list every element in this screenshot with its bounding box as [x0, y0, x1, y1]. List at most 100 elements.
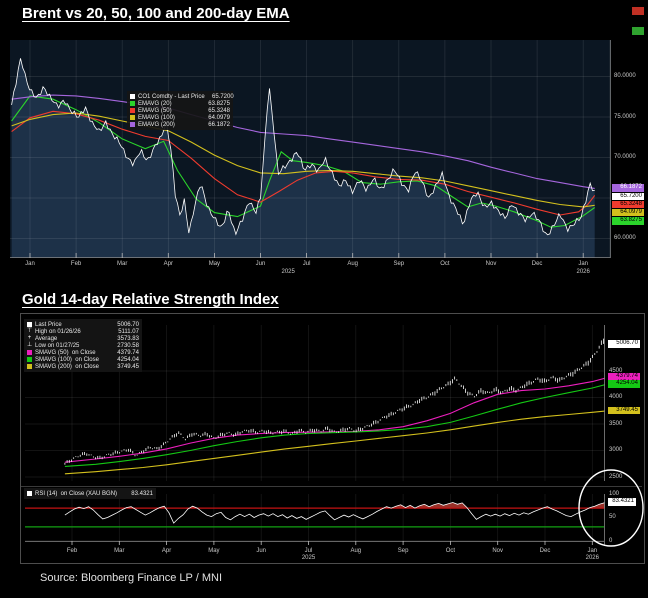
series-swatch-icon	[130, 122, 135, 127]
legend-row[interactable]: SMAVG (100) on Close 4254.04	[27, 356, 139, 363]
y-tick-label: 4000	[609, 394, 623, 400]
x-tick-label: Jan	[587, 548, 598, 554]
legend-label: EMAVG (50)	[138, 107, 172, 114]
price-label-box: 3749.45	[608, 406, 640, 415]
avg-marker-icon: +	[27, 335, 32, 341]
series-swatch-icon	[27, 364, 32, 369]
legend-value: 65.7200	[211, 93, 234, 100]
rsi-legend: RSI (14) on Close (XAU BGN) 83.4321	[24, 488, 156, 499]
legend-label: SMAVG (200) on Close	[35, 363, 99, 370]
x-year-label: 2026	[576, 269, 590, 275]
legend-value: 83.4321	[131, 490, 153, 497]
y-tick-label: 4500	[609, 367, 623, 374]
rsi-highlight-ellipse	[578, 469, 644, 547]
legend-row[interactable]: SMAVG (50) on Close 4379.74	[27, 349, 139, 356]
x-year-label: 2025	[281, 269, 295, 275]
gold-legend: Last Price 5006.70 ⊤ High on 01/26/26 5111.0…	[24, 319, 142, 372]
legend-label: SMAVG (100) on Close	[35, 356, 99, 363]
legend-value: 2730.58	[117, 342, 139, 349]
legend-row[interactable]: + Average 3573.83	[27, 335, 139, 342]
legend-value: 63.8275	[208, 100, 230, 107]
legend-label: Last Price	[35, 321, 62, 328]
legend-value: 3749.45	[117, 363, 139, 370]
x-tick-label: Jul	[302, 261, 311, 267]
series-swatch-icon	[27, 350, 32, 355]
x-tick-label: Jan	[25, 261, 35, 267]
brent-legend: CO1 Comdty - Last Price 65.7200 EMAVG (20)…	[127, 91, 234, 130]
gold-rsi-plot[interactable]	[25, 494, 605, 546]
legend-row[interactable]: SMAVG (200) on Close 3749.45	[27, 363, 139, 370]
x-tick-label: Jul	[304, 548, 313, 554]
high-marker-icon: ⊤	[27, 328, 33, 334]
legend-row[interactable]: Last Price 5006.70	[27, 321, 139, 328]
legend-label: EMAVG (100)	[138, 114, 175, 121]
x-tick-label: May	[208, 548, 220, 554]
x-tick-label: Feb	[70, 261, 82, 267]
panel-separator	[21, 486, 642, 487]
brent-chart-title: Brent vs 20, 50, 100 and 200-day EMA	[22, 5, 290, 22]
y-tick-label: 70.0000	[614, 154, 636, 160]
rsi-value-box: 83.4321	[608, 498, 636, 506]
rsi-tick-label: 100	[609, 490, 620, 497]
price-label-box: 65.3248	[612, 200, 644, 209]
x-year-label: 2025	[301, 555, 316, 561]
series-swatch-icon	[130, 94, 135, 99]
legend-value: 5111.07	[118, 328, 139, 335]
legend-value: 3573.83	[117, 335, 139, 342]
gold-chart-title: Gold 14-day Relative Strength Index	[22, 291, 279, 308]
legend-row[interactable]: EMAVG (50) 65.3248	[130, 107, 230, 114]
x-tick-label: Jan	[578, 261, 589, 267]
brent-chart-plot[interactable]	[10, 40, 611, 258]
series-swatch-icon	[130, 115, 135, 120]
legend-row[interactable]: EMAVG (100) 64.0979	[130, 114, 230, 121]
x-tick-label: Feb	[66, 548, 78, 554]
legend-label: EMAVG (20)	[138, 100, 172, 107]
price-label-box: 4379.74	[608, 373, 640, 381]
legend-row[interactable]: ⊤ High on 01/26/26 5111.07	[27, 328, 139, 335]
rsi-tick-label: 0	[609, 537, 613, 544]
legend-label: Low on 01/27/25	[35, 342, 80, 349]
legend-row[interactable]: RSI (14) on Close (XAU BGN) 83.4321	[27, 490, 153, 497]
price-label-box: 66.1872	[612, 184, 644, 192]
y-tick-label: 2500	[609, 473, 623, 480]
y-tick-label: 75.0000	[614, 113, 636, 120]
x-tick-label: Dec	[539, 548, 551, 554]
legend-value: 4379.74	[117, 349, 139, 356]
legend-value: 64.0979	[208, 114, 230, 121]
x-tick-label: Nov	[492, 548, 504, 554]
low-marker-icon: ⊥	[27, 342, 33, 348]
series-swatch-icon	[130, 101, 135, 106]
x-tick-label: Oct	[440, 261, 450, 267]
legend-row[interactable]: ⊥ Low on 01/27/25 2730.58	[27, 342, 139, 349]
series-swatch-icon	[27, 491, 32, 496]
window-control-green-icon[interactable]	[632, 27, 644, 35]
x-tick-label: Aug	[347, 261, 359, 267]
y-tick-label: 3500	[609, 420, 623, 427]
y-tick-label: 60.0000	[614, 235, 636, 241]
legend-label: CO1 Comdty - Last Price	[138, 93, 205, 100]
legend-label: EMAVG (200)	[138, 121, 175, 128]
x-tick-label: Nov	[485, 261, 497, 267]
legend-label: SMAVG (50) on Close	[35, 349, 96, 356]
legend-label: High on 01/26/26	[35, 328, 81, 335]
window-control-red-icon[interactable]	[632, 7, 644, 15]
x-tick-label: Sep	[397, 548, 409, 554]
series-swatch-icon	[130, 108, 135, 113]
x-tick-label: May	[208, 261, 221, 267]
x-tick-label: Apr	[161, 548, 172, 554]
x-tick-label: Sep	[393, 261, 405, 267]
legend-value: 5006.70	[117, 321, 139, 328]
legend-row[interactable]: CO1 Comdty - Last Price 65.7200	[130, 93, 234, 100]
series-swatch-icon	[27, 357, 32, 362]
x-year-label: 2026	[585, 555, 599, 561]
source-note: Source: Bloomberg Finance LP / MNI	[40, 572, 222, 584]
price-label-box: 4254.04	[608, 380, 640, 388]
legend-row[interactable]: EMAVG (20) 63.8275	[130, 100, 230, 107]
x-tick-label: Mar	[117, 261, 128, 267]
legend-row[interactable]: EMAVG (200) 66.1872	[130, 121, 230, 128]
legend-label: Average	[35, 335, 58, 342]
legend-value: 4254.04	[117, 356, 139, 363]
y-tick-label: 80.0000	[614, 73, 636, 79]
x-tick-label: Mar	[114, 548, 125, 554]
